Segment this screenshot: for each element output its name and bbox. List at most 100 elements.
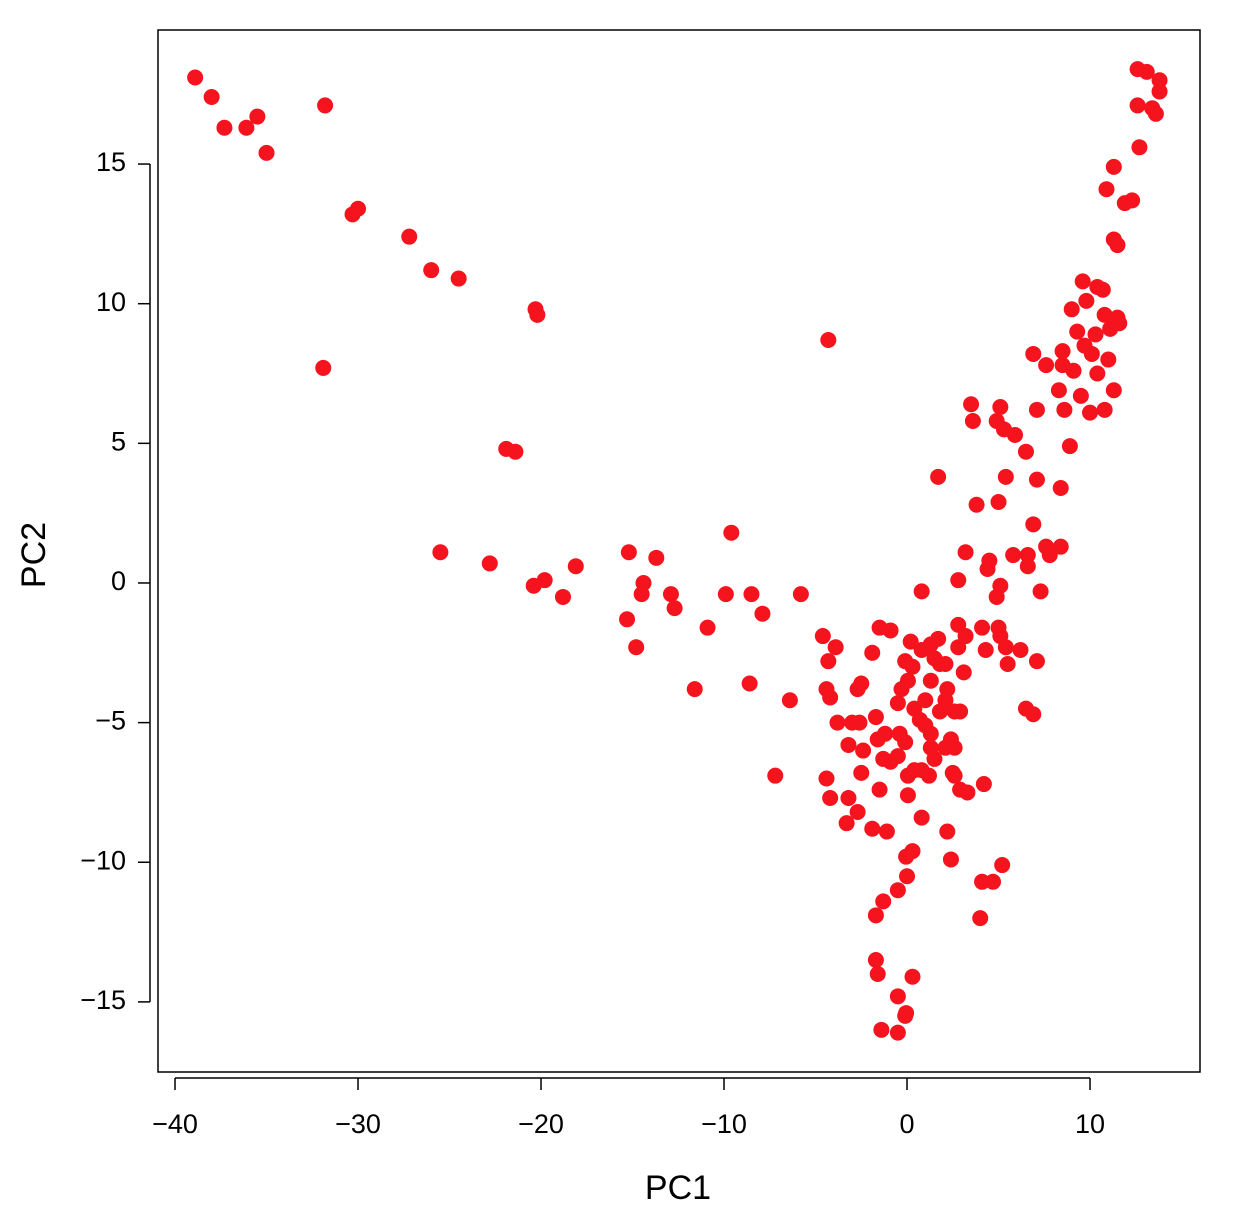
point: [838, 815, 855, 832]
y-tick-label: −10: [80, 845, 126, 875]
point: [187, 69, 204, 86]
point: [992, 577, 1009, 594]
point: [889, 748, 906, 765]
point: [913, 809, 930, 826]
point: [1041, 547, 1058, 564]
point: [781, 692, 798, 709]
point: [913, 762, 930, 779]
x-tick-label: −10: [701, 1109, 747, 1139]
point: [942, 851, 959, 868]
point: [820, 653, 837, 670]
point: [930, 468, 947, 485]
point: [999, 655, 1016, 672]
point: [877, 725, 894, 742]
point: [1025, 345, 1042, 362]
point: [1028, 653, 1045, 670]
point: [1063, 301, 1080, 318]
point: [913, 583, 930, 600]
point: [994, 857, 1011, 874]
point: [216, 119, 233, 136]
x-tick-label: −20: [518, 1109, 564, 1139]
point: [878, 823, 895, 840]
point: [620, 544, 637, 561]
point: [1089, 365, 1106, 382]
point: [867, 709, 884, 726]
point: [853, 675, 870, 692]
point: [840, 736, 857, 753]
point: [792, 586, 809, 603]
point: [904, 658, 921, 675]
point: [869, 965, 886, 982]
point: [1032, 583, 1049, 600]
point: [897, 734, 914, 751]
point: [992, 399, 1009, 416]
point: [974, 873, 991, 890]
y-tick-label: 5: [111, 426, 126, 456]
point: [975, 776, 992, 793]
point: [1056, 401, 1073, 418]
y-axis-label: PC2: [15, 522, 53, 588]
point: [767, 767, 784, 784]
point: [1052, 480, 1069, 497]
point: [432, 544, 449, 561]
y-tick-label: −15: [80, 985, 126, 1015]
point: [1131, 139, 1148, 156]
point: [952, 703, 969, 720]
x-tick-label: 0: [900, 1109, 915, 1139]
point: [1074, 273, 1091, 290]
point: [1098, 181, 1115, 198]
point: [481, 555, 498, 572]
point: [350, 200, 367, 217]
point: [937, 655, 954, 672]
point: [897, 1007, 914, 1024]
point: [822, 689, 839, 706]
point: [1151, 72, 1168, 89]
point: [1065, 362, 1082, 379]
y-tick-label: 10: [96, 287, 126, 317]
point: [899, 787, 916, 804]
point: [997, 468, 1014, 485]
point: [1083, 345, 1100, 362]
point: [1017, 443, 1034, 460]
point: [990, 493, 1007, 510]
point: [899, 868, 916, 885]
point: [979, 561, 996, 578]
point: [628, 639, 645, 656]
point: [536, 572, 553, 589]
point: [827, 639, 844, 656]
x-tick-label: 10: [1075, 1109, 1105, 1139]
point: [968, 496, 985, 513]
point: [864, 644, 881, 661]
x-axis-label: PC1: [645, 1169, 711, 1207]
point: [1096, 401, 1113, 418]
point: [851, 714, 868, 731]
point: [1025, 706, 1042, 723]
point: [1072, 387, 1089, 404]
point: [946, 767, 963, 784]
point: [864, 820, 881, 837]
plot-frame: [157, 29, 1201, 1073]
y-tick-label: −5: [95, 706, 126, 736]
point: [450, 270, 467, 287]
point: [1006, 426, 1023, 443]
point: [741, 675, 758, 692]
point: [1105, 158, 1122, 175]
point: [1019, 547, 1036, 564]
point: [1028, 471, 1045, 488]
point: [950, 616, 967, 633]
point: [818, 770, 835, 787]
point: [723, 524, 740, 541]
point: [899, 672, 916, 689]
point: [754, 605, 771, 622]
point: [1124, 192, 1141, 209]
point: [1087, 326, 1104, 343]
x-tick-label: −30: [335, 1109, 381, 1139]
point: [1129, 97, 1146, 114]
point: [985, 873, 1002, 890]
point: [258, 144, 275, 161]
point: [939, 823, 956, 840]
point: [743, 586, 760, 603]
point: [898, 848, 915, 865]
point: [814, 628, 831, 645]
